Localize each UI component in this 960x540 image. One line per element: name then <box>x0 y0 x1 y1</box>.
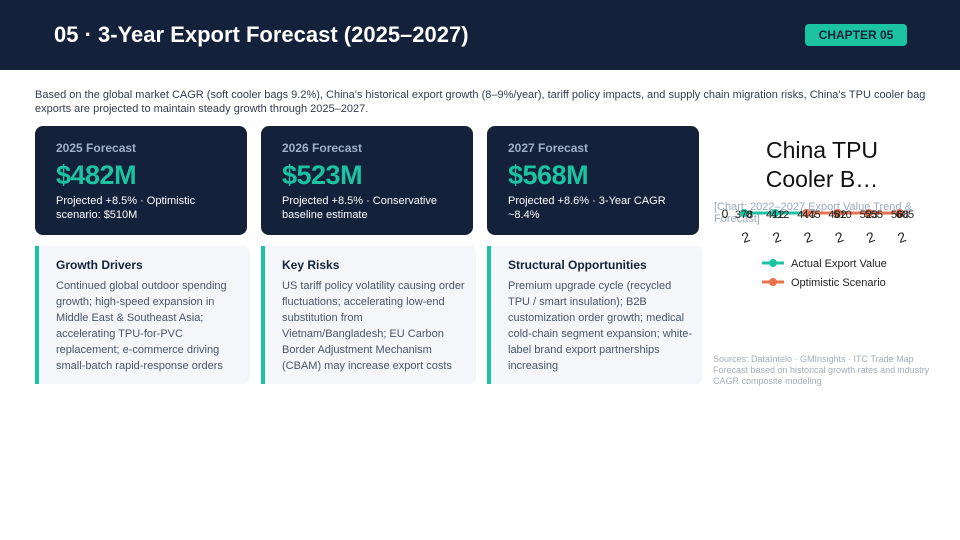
data-label: 555 <box>865 209 883 221</box>
header-bar: 05 · 3-Year Export Forecast (2025–2027) … <box>0 0 960 70</box>
data-label: 412 <box>766 209 784 221</box>
info-card-structural-opportunities: Structural Opportunities Premium upgrade… <box>487 246 702 384</box>
x-tick-label: 2 <box>770 228 783 246</box>
info-card-title: Growth Drivers <box>56 258 143 272</box>
data-point <box>896 209 904 217</box>
forecast-card-label: 2025 Forecast <box>56 141 137 155</box>
info-card-title: Structural Opportunities <box>508 258 647 272</box>
info-card-body: Premium upgrade cycle (recycled TPU / sm… <box>508 280 693 372</box>
data-label: 510 <box>833 209 851 221</box>
info-card-body: US tariff policy volatility causing orde… <box>282 280 465 372</box>
info-card-growth-drivers: Growth Drivers Continued global outdoor … <box>35 246 250 384</box>
y-tick-label: 0 <box>722 207 729 221</box>
data-label: 0 <box>746 209 752 221</box>
forecast-card-value: $568M <box>508 160 589 190</box>
data-label: 605 <box>896 209 914 221</box>
forecast-card-value: $482M <box>56 160 137 190</box>
chart-panel: China TPU Cooler B… [Chart: 2022–2027 Ex… <box>712 126 942 366</box>
legend-marker <box>769 278 777 286</box>
data-label: 482 <box>828 209 846 221</box>
legend-marker <box>769 259 777 267</box>
data-point <box>864 209 873 217</box>
intro-paragraph: Based on the global market CAGR (soft co… <box>35 89 926 115</box>
forecast-card-2025: 2025 Forecast $482M Projected +8.5% · Op… <box>35 126 247 235</box>
forecast-card-label: 2027 Forecast <box>508 141 589 155</box>
info-card-title: Key Risks <box>282 258 340 272</box>
chart-alt-text: [Chart: 2022–2027 Export Value Trend & F… <box>714 201 912 225</box>
page-title: 05 · 3-Year Export Forecast (2025–2027) <box>54 22 469 47</box>
data-point <box>802 209 811 217</box>
chapter-badge: CHAPTER 05 <box>805 24 907 46</box>
chart-svg: 0378412445482523568041244551055560522222… <box>722 207 915 289</box>
data-point <box>740 209 748 217</box>
forecast-card-note: Projected +8.6% · 3-Year CAGR ~8.4% <box>508 195 666 221</box>
legend-label: Actual Export Value <box>791 258 887 270</box>
chart-title: China TPU Cooler B… <box>765 137 879 192</box>
info-card-key-risks: Key Risks US tariff policy volatility ca… <box>261 246 476 384</box>
sources-note: Sources: DataIntelo · GMInsights · ITC T… <box>713 354 930 386</box>
legend-label: Optimistic Scenario <box>791 277 886 289</box>
x-tick-label: 2 <box>739 228 752 246</box>
forecast-card-value: $523M <box>282 160 363 190</box>
data-point <box>771 209 780 217</box>
forecast-card-note: Projected +8.5% · Conservative baseline … <box>282 195 437 221</box>
data-label: 445 <box>802 209 820 221</box>
data-point <box>833 209 842 217</box>
forecast-card-note: Projected +8.5% · Optimistic scenario: $… <box>56 195 196 221</box>
data-label: 412 <box>771 209 789 221</box>
data-label: 523 <box>860 209 878 221</box>
forecast-card-2026: 2026 Forecast $523M Projected +8.5% · Co… <box>261 126 473 235</box>
forecast-card-label: 2026 Forecast <box>282 141 363 155</box>
x-tick-label: 2 <box>864 228 877 246</box>
forecast-card-2027: 2027 Forecast $568M Projected +8.6% · 3-… <box>487 126 699 235</box>
x-tick-label: 2 <box>802 228 815 246</box>
data-label: 568 <box>891 209 909 221</box>
info-card-body: Continued global outdoor spending growth… <box>56 280 227 372</box>
x-tick-label: 2 <box>895 228 908 246</box>
x-tick-label: 2 <box>833 228 846 246</box>
data-label: 378 <box>735 209 753 221</box>
